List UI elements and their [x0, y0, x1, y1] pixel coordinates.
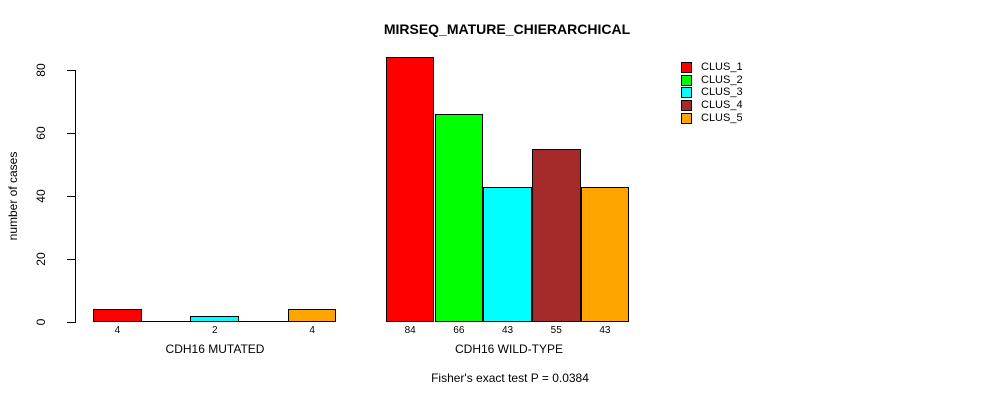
bar-value-label: 43 — [501, 325, 514, 336]
bar-value-label: 84 — [404, 325, 416, 336]
legend-swatch-icon — [681, 99, 692, 111]
bar-clus_3-group2 — [483, 186, 532, 322]
bar-clus_2-group1-zero — [141, 321, 191, 322]
subtitle: Fisher's exact test P = 0.0384 — [431, 371, 589, 385]
bar-value-label: 2 — [211, 325, 218, 336]
bar-value-label: 66 — [453, 325, 465, 336]
bar-clus_2-group2 — [434, 114, 484, 322]
legend: CLUS_1 CLUS_2 CLUS_3 CLUS_4 CLUS_5 — [681, 61, 743, 124]
legend-label: CLUS_1 — [701, 60, 743, 73]
legend-label: CLUS_3 — [701, 86, 743, 99]
y-axis-tick — [67, 133, 75, 134]
bar-value-label: 55 — [550, 325, 562, 336]
y-axis-tick — [67, 70, 75, 71]
bar-clus_1-group2 — [385, 57, 435, 322]
legend-label: CLUS_2 — [701, 73, 743, 86]
legend-label: CLUS_4 — [701, 98, 743, 111]
chart-title: MIRSEQ_MATURE_CHIERARCHICAL — [383, 21, 631, 37]
legend-label: CLUS_5 — [701, 111, 743, 124]
legend-swatch-icon — [681, 87, 692, 99]
legend-item-clus_2: CLUS_2 — [681, 74, 743, 87]
x-group-label-mutated: CDH16 MUTATED — [165, 342, 265, 356]
bar-clus_5-group1 — [287, 309, 337, 322]
legend-swatch-icon — [681, 61, 692, 73]
y-axis-tick-label: 60 — [34, 126, 48, 140]
y-axis — [75, 70, 76, 323]
bar-clus_1-group1 — [93, 309, 142, 322]
y-axis-tick-label: 0 — [34, 318, 48, 326]
bar-clus_3-group1 — [190, 315, 240, 322]
bar-clus_4-group1-zero — [239, 321, 288, 322]
bar-value-label: 4 — [309, 325, 315, 336]
legend-swatch-icon — [681, 112, 692, 124]
y-axis-tick — [67, 259, 75, 260]
x-group-label-wildtype: CDH16 WILD-TYPE — [454, 342, 564, 356]
y-axis-tick-label: 40 — [34, 189, 48, 203]
y-axis-tick-label: 20 — [34, 252, 48, 266]
bar-clus_4-group2 — [531, 148, 581, 322]
bar-value-label: 4 — [114, 325, 121, 336]
bar-clus_5-group2 — [580, 186, 630, 322]
legend-swatch-icon — [681, 74, 692, 86]
legend-item-clus_1: CLUS_1 — [681, 61, 743, 74]
legend-item-clus_5: CLUS_5 — [681, 112, 743, 125]
legend-item-clus_4: CLUS_4 — [681, 99, 743, 112]
legend-item-clus_3: CLUS_3 — [681, 86, 743, 99]
y-axis-tick — [67, 196, 75, 197]
y-axis-tick — [67, 322, 75, 323]
y-axis-tick-label: 80 — [34, 63, 48, 77]
bar-value-label: 43 — [599, 325, 611, 336]
y-axis-label: number of cases — [6, 151, 20, 241]
